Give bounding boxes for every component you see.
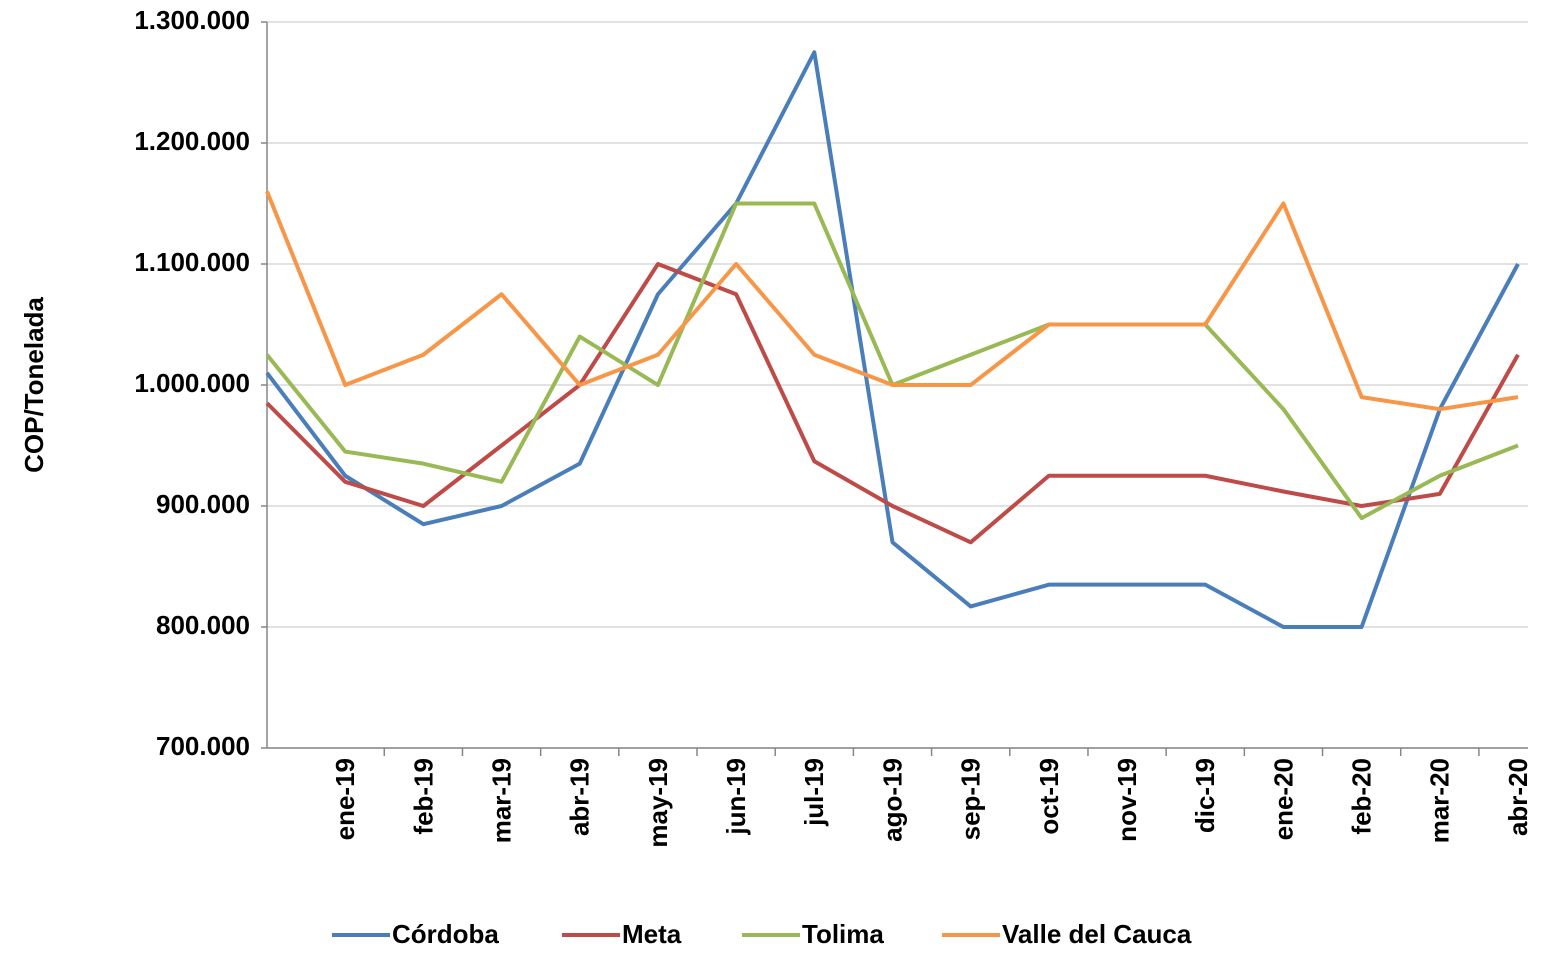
x-tick-label: jul-19 [799, 758, 829, 827]
x-tick-label: abr-20 [1503, 758, 1533, 836]
y-tick-label: 700.000 [156, 731, 250, 761]
y-tick-label: 800.000 [156, 610, 250, 640]
y-tick-label: 900.000 [156, 489, 250, 519]
legend-label: Tolima [802, 919, 884, 949]
chart: COP/Tonelada 700.000 800.000 900.000 1.000.… [0, 0, 1543, 953]
x-tick-label: jun-19 [721, 758, 751, 836]
x-tick-label: nov-19 [1112, 758, 1142, 842]
y-tick-label: 1.100.000 [134, 247, 250, 277]
legend-label: Meta [622, 919, 682, 949]
y-tick-label: 1.000.000 [134, 368, 250, 398]
x-tick-label: dic-19 [1190, 758, 1220, 833]
y-axis-title: COP/Tonelada [19, 297, 49, 473]
x-tick-label: feb-19 [408, 758, 438, 835]
line-series [267, 52, 1518, 627]
y-tick-label: 1.200.000 [134, 126, 250, 156]
line-series [267, 191, 1518, 409]
legend-label: Valle del Cauca [1002, 919, 1192, 949]
x-tick-label: abr-19 [565, 758, 595, 836]
line-series [267, 204, 1518, 519]
x-tick-label: ene-20 [1268, 758, 1298, 840]
x-tick-label: feb-20 [1347, 758, 1377, 835]
x-tick-label: ago-19 [877, 758, 907, 842]
line-series [267, 264, 1518, 542]
x-tick-label: sep-19 [956, 758, 986, 840]
legend-label: Córdoba [392, 919, 499, 949]
y-tick-label: 1.300.000 [134, 5, 250, 35]
x-tick-label: mar-19 [486, 758, 516, 843]
x-tick-label: mar-20 [1425, 758, 1455, 843]
x-tick-label: may-19 [643, 758, 673, 848]
x-tick-label: ene-19 [330, 758, 360, 840]
x-tick-label: oct-19 [1034, 758, 1064, 835]
